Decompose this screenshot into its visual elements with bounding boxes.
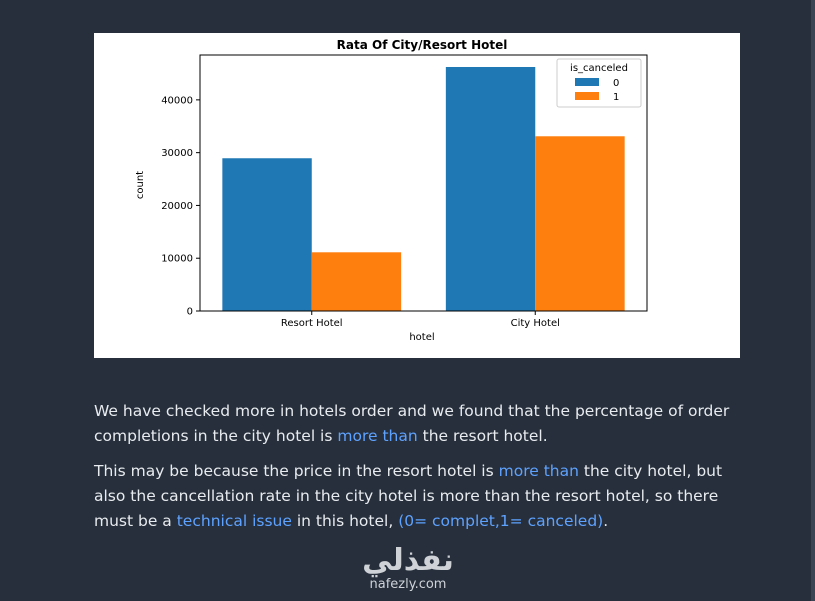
legend-swatch-1 [575,92,599,100]
bar-resort-hotel-series-0 [222,158,312,311]
watermark-logo: نفذلي [362,543,454,578]
y-tick-label: 0 [187,307,193,318]
y-tick-label: 40000 [161,95,193,106]
plot-frame [199,54,648,312]
bar-city-hotel-series-0 [445,66,536,311]
legend-label-0: 0 [613,78,619,89]
legend-swatch-0 [575,78,599,86]
legend-label-1: 1 [613,92,619,103]
p2-text-1: This may be because the price in the res… [94,462,499,480]
watermark-url: nafezly.com [369,577,447,592]
x-axis-label: hotel [409,332,434,343]
p2-highlight-legend-note[interactable]: (0= complet,1= canceled) [398,512,604,530]
y-tick-label: 10000 [161,254,193,265]
p2-text-4: . [603,512,609,530]
x-tick-label: City Hotel [511,318,560,329]
x-tick-label: Resort Hotel [281,318,343,329]
paragraph-1: We have checked more in hotels order and… [94,399,734,449]
p2-highlight-more-than[interactable]: more than [498,462,579,480]
p1-text-2: the resort hotel. [417,427,548,445]
analysis-text: We have checked more in hotels order and… [94,399,734,544]
y-axis-label: count [135,171,146,199]
bar-resort-hotel-series-1 [311,252,402,311]
y-tick-label: 30000 [161,148,193,159]
p2-text-2: the city hotel, but also the cancellatio… [94,462,723,530]
scrollbar-edge [811,0,815,601]
nafezly-watermark: نفذلي nafezly.com [355,545,461,601]
bar-chart: Rata Of City/Resort Hotel hotel count 0 1… [135,38,648,343]
chart-title: Rata Of City/Resort Hotel [337,38,508,52]
chart-card: Rata Of City/Resort Hotel hotel count 0 1… [94,33,740,358]
paragraph-2: This may be because the price in the res… [94,459,734,534]
p2-text-3: in this hotel, [291,512,399,530]
p1-highlight-more-than[interactable]: more than [337,427,418,445]
bar-city-hotel-series-1 [535,136,625,311]
legend-title: is_canceled [570,63,628,74]
p2-highlight-technical-issue[interactable]: technical issue [176,512,292,530]
p1-text-1: We have checked more in hotels order and… [94,402,730,445]
y-tick-label: 20000 [161,201,193,212]
